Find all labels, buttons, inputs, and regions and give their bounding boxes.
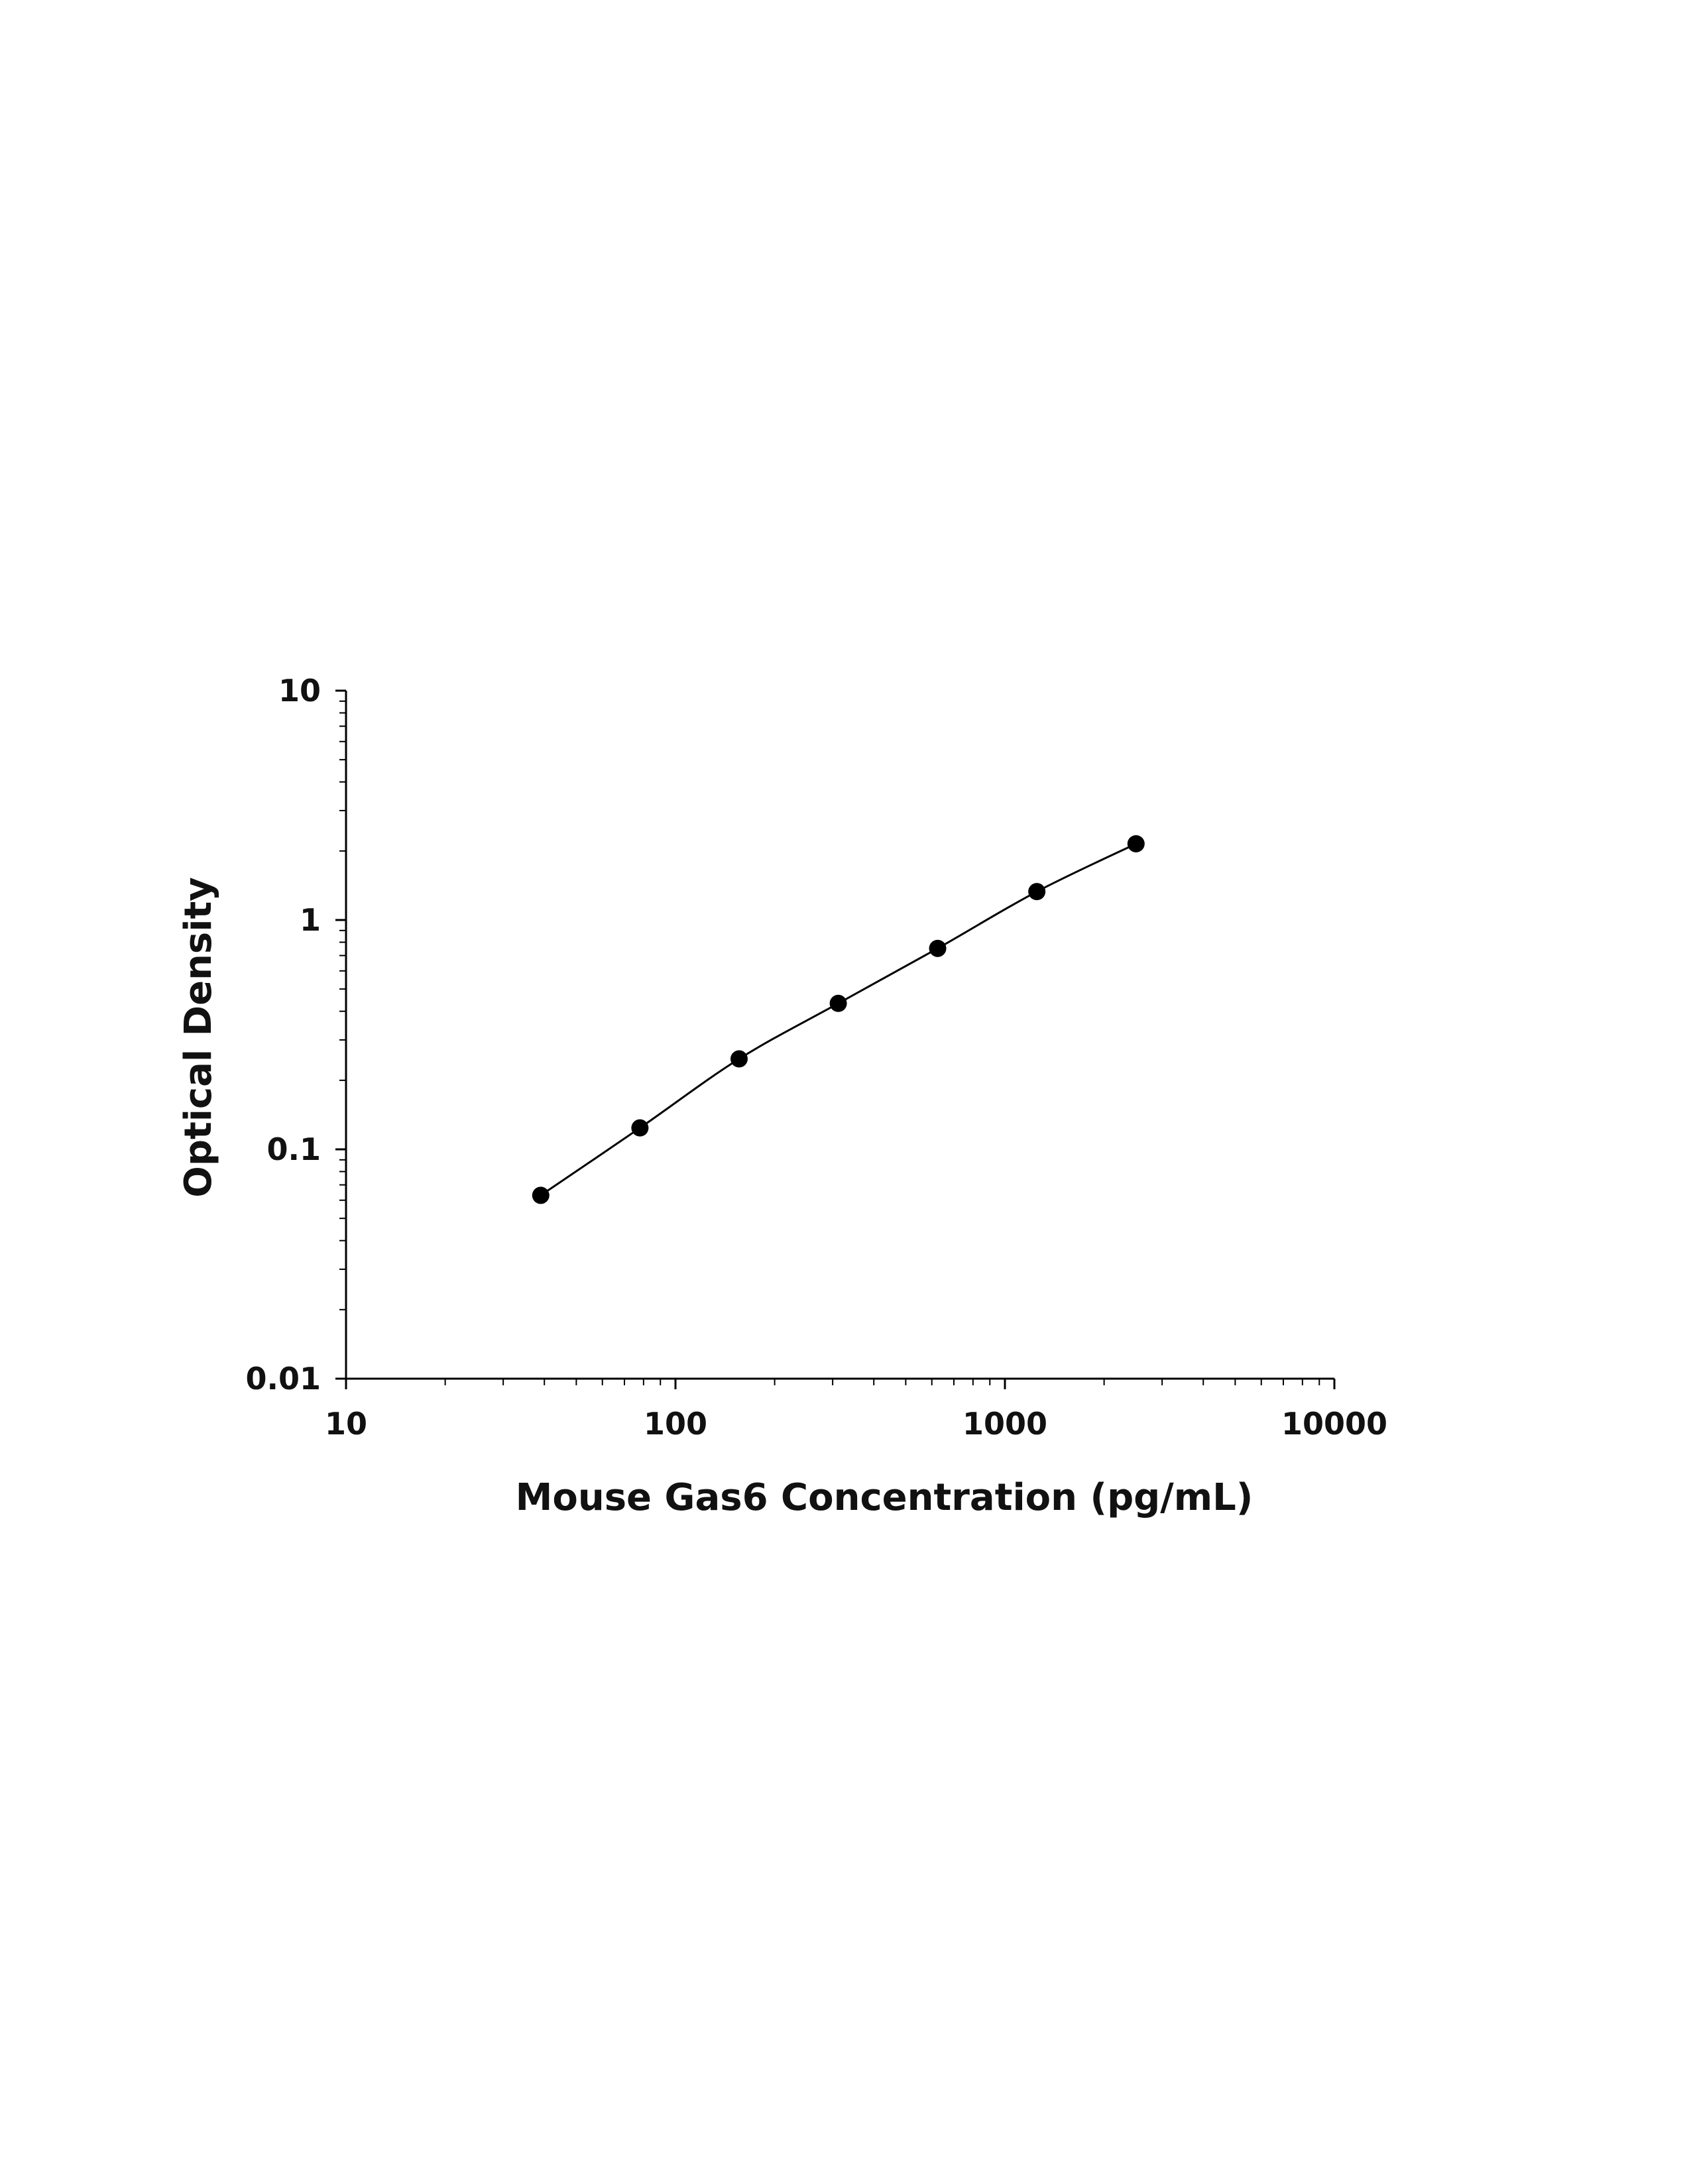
y-axis-title: Optical Density xyxy=(177,877,220,1197)
data-point xyxy=(532,1186,550,1204)
x-tick-label: 100 xyxy=(644,1406,707,1442)
data-point xyxy=(730,1050,748,1068)
data-point xyxy=(631,1119,649,1137)
data-point xyxy=(1028,883,1046,901)
axes xyxy=(345,691,1334,1380)
data-point xyxy=(829,994,847,1012)
x-tick-label: 1000 xyxy=(962,1406,1047,1442)
ticks xyxy=(335,689,1336,1389)
x-tick-label: 10 xyxy=(325,1406,367,1442)
y-tick-label: 0.1 xyxy=(267,1131,321,1167)
tick-labels: 10 100 1000 10000 0.01 0.1 1 10 xyxy=(246,673,1388,1442)
fit-curve-layer xyxy=(540,842,1137,1196)
data-points xyxy=(532,834,1145,1204)
y-tick-label: 0.01 xyxy=(246,1361,321,1397)
x-tick-label: 10000 xyxy=(1281,1406,1387,1442)
fit-curve xyxy=(540,842,1137,1196)
y-tick-label: 1 xyxy=(300,902,321,938)
x-axis-title: Mouse Gas6 Concentration (pg/mL) xyxy=(516,1476,1254,1519)
y-tick-label: 10 xyxy=(278,673,321,709)
data-point xyxy=(1127,834,1145,852)
data-point xyxy=(929,939,947,957)
